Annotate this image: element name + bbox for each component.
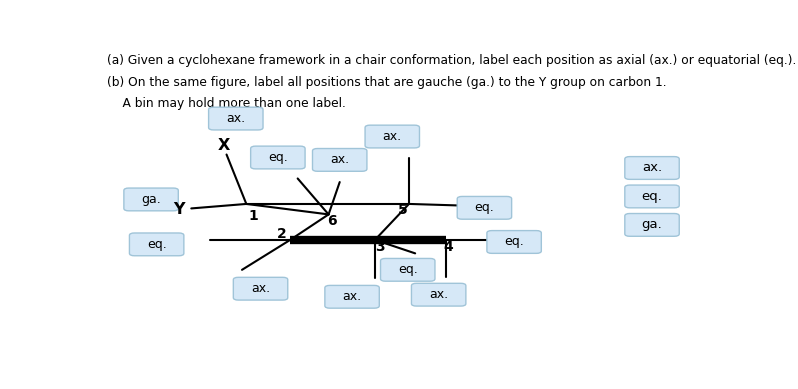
FancyBboxPatch shape [313, 149, 367, 171]
FancyBboxPatch shape [412, 283, 466, 306]
Text: 4: 4 [443, 240, 452, 254]
Text: A bin may hold more than one label.: A bin may hold more than one label. [107, 97, 346, 110]
FancyBboxPatch shape [487, 231, 541, 253]
Text: eq.: eq. [504, 235, 524, 249]
Text: ax.: ax. [642, 161, 662, 175]
FancyBboxPatch shape [625, 214, 679, 236]
FancyBboxPatch shape [325, 286, 379, 308]
Text: ax.: ax. [330, 153, 350, 166]
Text: (b) On the same figure, label all positions that are gauche (ga.) to the Y group: (b) On the same figure, label all positi… [107, 76, 667, 89]
FancyBboxPatch shape [124, 188, 178, 211]
Text: eq.: eq. [475, 202, 494, 214]
FancyBboxPatch shape [129, 233, 184, 256]
FancyBboxPatch shape [251, 146, 305, 169]
Text: (a) Given a cyclohexane framework in a chair conformation, label each position a: (a) Given a cyclohexane framework in a c… [107, 54, 796, 67]
Text: 3: 3 [375, 240, 385, 254]
Text: Y: Y [173, 202, 184, 217]
Text: 5: 5 [398, 203, 408, 217]
Text: ax.: ax. [251, 282, 270, 295]
Text: eq.: eq. [642, 190, 662, 203]
FancyBboxPatch shape [625, 157, 679, 179]
FancyBboxPatch shape [208, 107, 263, 130]
Text: ga.: ga. [141, 193, 161, 206]
Text: X: X [217, 138, 230, 153]
Text: ax.: ax. [383, 130, 402, 143]
FancyBboxPatch shape [381, 258, 435, 281]
Text: 2: 2 [278, 227, 287, 241]
Text: ax.: ax. [342, 290, 361, 303]
FancyBboxPatch shape [233, 277, 288, 300]
Text: eq.: eq. [398, 263, 417, 276]
FancyBboxPatch shape [365, 125, 420, 148]
Text: 6: 6 [327, 214, 337, 228]
Text: ga.: ga. [642, 218, 662, 231]
FancyBboxPatch shape [457, 196, 512, 219]
Text: eq.: eq. [147, 238, 167, 251]
Text: eq.: eq. [268, 151, 288, 164]
Text: 1: 1 [248, 209, 258, 223]
Text: ax.: ax. [429, 288, 448, 301]
FancyBboxPatch shape [625, 185, 679, 208]
Text: ax.: ax. [227, 112, 245, 125]
